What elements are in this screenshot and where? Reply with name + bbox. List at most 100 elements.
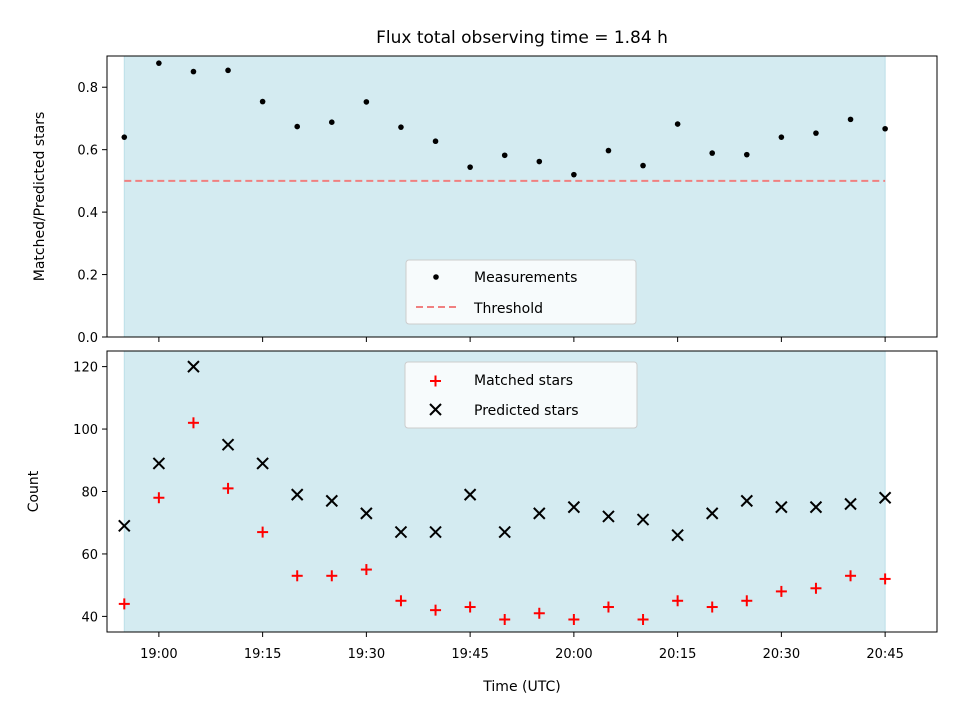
- y-tick-label: 0.0: [77, 331, 98, 346]
- matched-star-point: [879, 573, 891, 585]
- measurement-point: [363, 99, 370, 105]
- x-marker-b: [498, 525, 511, 539]
- matched-star-point: [775, 585, 787, 597]
- x-marker-b: [878, 491, 892, 504]
- predicted-star-point: [325, 494, 338, 508]
- measurement-point: [225, 67, 231, 74]
- legend-measurement-marker: [433, 274, 439, 280]
- measurement-point: [847, 116, 854, 123]
- x-marker-b: [360, 507, 373, 520]
- predicted-star-point: [360, 507, 373, 520]
- measurement-point: [121, 134, 128, 140]
- y-tick-label: 120: [73, 361, 98, 376]
- matched-star-point: [741, 595, 753, 607]
- bottom-axes: 40 60 80 100 120 19:00 19:15 19:30 19:45 20:00 20:…: [73, 350, 938, 662]
- x-marker-b: [706, 507, 719, 520]
- measurement-point: [328, 119, 335, 125]
- predicted-star-point: [533, 507, 546, 520]
- y-tick-label: 100: [73, 423, 98, 438]
- measurement-point: [156, 60, 162, 66]
- legend-label-threshold: Threshold: [473, 301, 543, 317]
- predicted-star-point: [118, 519, 131, 533]
- measurement-point: [882, 125, 888, 132]
- matched-star-point: [430, 604, 442, 616]
- matched-star-point: [533, 607, 545, 619]
- predicted-star-point: [221, 438, 235, 451]
- measurement-points: [121, 60, 888, 178]
- matched-star-point: [326, 570, 338, 582]
- matched-star-point: [395, 595, 407, 607]
- matched-star-point: [360, 564, 372, 576]
- x-marker-b: [844, 497, 857, 511]
- matched-star-point: [499, 614, 511, 626]
- predicted-star-point: [152, 457, 166, 470]
- y-tick-label: 60: [81, 548, 98, 563]
- matched-star-point: [672, 595, 684, 607]
- predicted-star-point: [706, 507, 719, 520]
- measurement-point: [813, 130, 819, 136]
- y-tick-label: 0.6: [77, 144, 98, 159]
- x-tick-label: 19:30: [348, 647, 385, 662]
- x-marker-b: [463, 488, 477, 501]
- bottom-panel: 40 60 80 100 120 19:00 19:15 19:30 19:45 20:00 20:…: [26, 350, 938, 695]
- predicted-star-point: [671, 529, 684, 542]
- x-marker-b: [567, 500, 581, 514]
- x-marker-b: [602, 510, 615, 523]
- matched-star-point: [222, 482, 234, 494]
- x-marker-b: [256, 457, 269, 470]
- legend-box: [405, 259, 637, 325]
- predicted-star-point: [463, 488, 477, 501]
- matched-star-point: [637, 614, 649, 626]
- predicted-star-point: [636, 513, 650, 526]
- x-marker-b: [429, 525, 442, 539]
- measurement-point: [571, 171, 577, 178]
- matched-star-point: [568, 614, 580, 626]
- predicted-star-point: [809, 500, 823, 514]
- measurement-point: [674, 121, 681, 127]
- x-tick-label: 19:15: [244, 647, 281, 662]
- legend-label-predicted: Predicted stars: [474, 403, 579, 419]
- bottom-legend: Matched stars Predicted stars: [404, 361, 638, 429]
- predicted-star-point: [775, 500, 788, 514]
- legend-label-matched: Matched stars: [474, 373, 573, 389]
- measurement-point: [467, 164, 473, 170]
- measurement-point: [398, 124, 404, 130]
- measurement-point: [709, 150, 716, 156]
- predicted-star-point: [602, 510, 615, 523]
- matched-star-point: [706, 601, 718, 613]
- x-tick-label: 19:45: [451, 647, 488, 662]
- x-marker-b: [394, 525, 408, 539]
- x-marker-b: [740, 494, 753, 508]
- top-panel: 0.0 0.2 0.4 0.6 0.8 Measurements Threshold Fl…: [32, 28, 938, 346]
- measurement-point: [259, 98, 266, 105]
- x-marker-b: [429, 403, 442, 416]
- legend-label-measurements: Measurements: [474, 270, 577, 286]
- predicted-star-point: [844, 497, 857, 511]
- x-axis-label: Time (UTC): [482, 679, 560, 695]
- x-tick-label: 20:15: [659, 647, 696, 662]
- measurement-point: [640, 162, 646, 169]
- y-tick-label: 0.2: [77, 269, 98, 284]
- chart-title: Flux total observing time = 1.84 h: [376, 28, 668, 48]
- predicted-star-point: [187, 360, 200, 373]
- legend-box: [404, 361, 638, 429]
- x-tick-label: 19:00: [140, 647, 177, 662]
- x-marker-b: [152, 457, 166, 470]
- x-marker-b: [187, 360, 200, 373]
- x-tick-label: 20:30: [763, 647, 800, 662]
- y-tick-label: 0.8: [77, 81, 98, 96]
- x-marker-b: [221, 438, 235, 451]
- measurement-point: [501, 152, 508, 159]
- legend-predicted-marker: [429, 403, 442, 416]
- x-tick-label: 20:45: [866, 647, 903, 662]
- measurement-point: [190, 68, 197, 75]
- matched-star-point: [187, 417, 199, 429]
- matched-star-point: [845, 570, 857, 582]
- predicted-star-point: [429, 525, 442, 539]
- top-y-axis-label: Matched/Predicted stars: [32, 112, 48, 282]
- x-marker-b: [118, 519, 131, 533]
- top-axes: 0.0 0.2 0.4 0.6 0.8: [77, 55, 938, 346]
- legend-matched-marker: [430, 375, 441, 387]
- predicted-star-point: [256, 457, 269, 470]
